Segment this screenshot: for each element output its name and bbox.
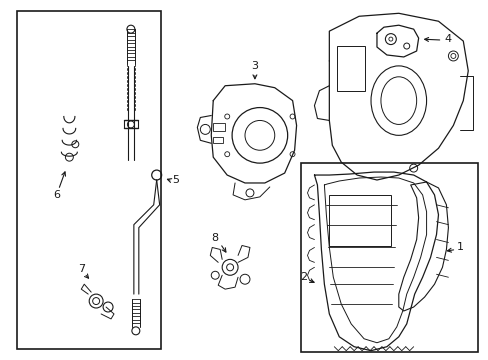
Text: 1: 1 (456, 243, 463, 252)
Text: 4: 4 (444, 34, 451, 44)
Text: 6: 6 (53, 190, 60, 200)
Text: 7: 7 (78, 264, 84, 274)
Text: 8: 8 (211, 233, 218, 243)
Bar (300, 163, 477, 352)
Text: 5: 5 (172, 175, 179, 185)
Bar (337, 46, 365, 91)
Bar (328, 195, 390, 247)
Bar (213, 137, 223, 143)
Bar (17, 11, 161, 349)
Text: 2: 2 (299, 272, 306, 282)
Bar (213, 123, 224, 131)
Text: 3: 3 (251, 61, 258, 71)
